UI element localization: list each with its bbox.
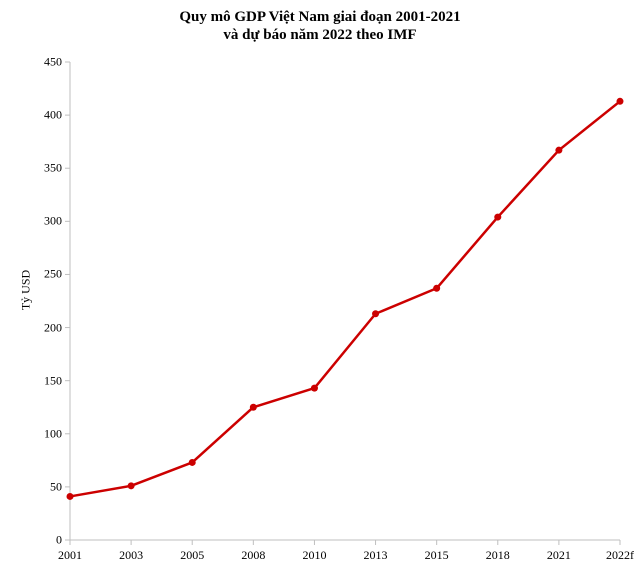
chart-svg xyxy=(0,0,640,579)
y-tick-label: 350 xyxy=(32,161,62,176)
y-tick-label: 150 xyxy=(32,373,62,388)
x-tick-label: 2010 xyxy=(302,548,326,563)
y-tick-label: 250 xyxy=(32,267,62,282)
gdp-line-chart: Quy mô GDP Việt Nam giai đoạn 2001-2021 … xyxy=(0,0,640,579)
x-tick-label: 2008 xyxy=(241,548,265,563)
y-tick-label: 50 xyxy=(32,479,62,494)
x-tick-label: 2005 xyxy=(180,548,204,563)
x-tick-label: 2003 xyxy=(119,548,143,563)
y-tick-label: 200 xyxy=(32,320,62,335)
y-tick-label: 450 xyxy=(32,55,62,70)
y-tick-label: 300 xyxy=(32,214,62,229)
y-tick-label: 400 xyxy=(32,108,62,123)
x-tick-label: 2021 xyxy=(547,548,571,563)
x-tick-label: 2018 xyxy=(486,548,510,563)
chart-title-line2: và dự báo năm 2022 theo IMF xyxy=(223,27,416,43)
x-tick-label: 2001 xyxy=(58,548,82,563)
y-tick-label: 100 xyxy=(32,426,62,441)
x-tick-label: 2013 xyxy=(364,548,388,563)
x-tick-label: 2022f xyxy=(606,548,634,563)
chart-title: Quy mô GDP Việt Nam giai đoạn 2001-2021 … xyxy=(0,8,640,44)
x-tick-label: 2015 xyxy=(425,548,449,563)
chart-title-line1: Quy mô GDP Việt Nam giai đoạn 2001-2021 xyxy=(179,9,460,25)
y-tick-label: 0 xyxy=(32,533,62,548)
